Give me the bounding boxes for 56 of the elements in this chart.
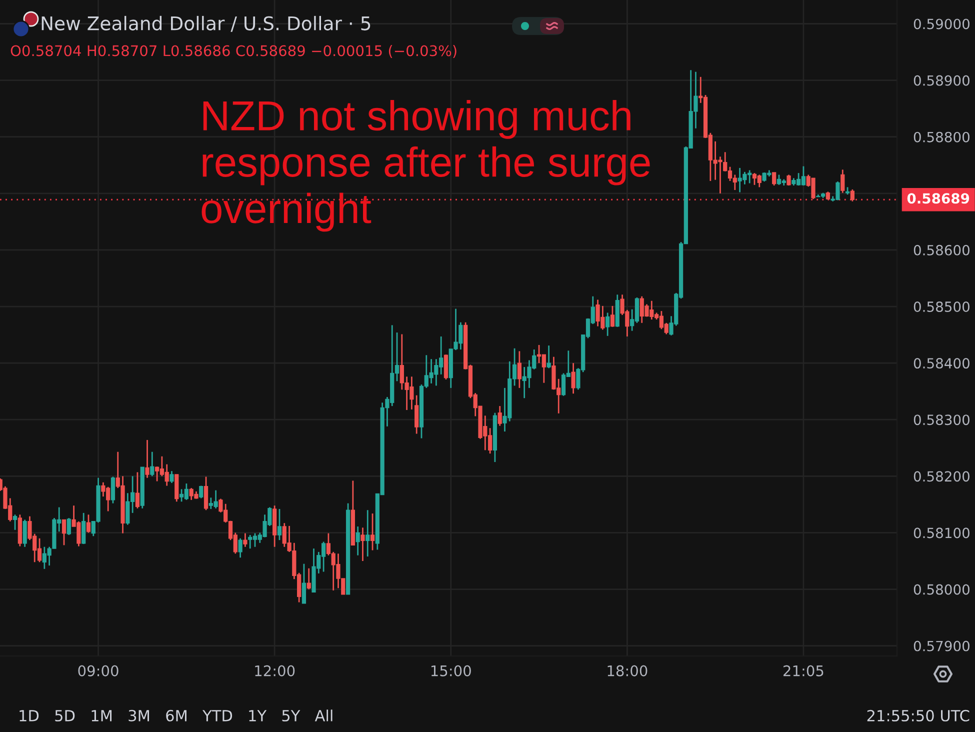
text: 21:55:50 UTC	[867, 710, 970, 722]
text: New Zealand Dollar / U.S. Dollar · 5	[42, 16, 370, 32]
candlestick	[86, 514, 91, 534]
y-tick-label: 0.58900	[914, 75, 970, 86]
candlestick	[238, 538, 242, 558]
candlestick	[199, 485, 204, 499]
candlestick	[571, 362, 576, 394]
annotation: O0.58704 H0.58707 L0.58686 C0.58689 −0.00015 (−0.03%)	[10, 44, 456, 58]
candlestick	[22, 519, 27, 548]
y-tick-label: 0.58600	[914, 244, 970, 256]
candlestick	[370, 512, 375, 551]
text: 1D 5D 1M 3M 6M YTD 1Y 5Y All	[20, 710, 332, 722]
y-tick-label: 0.58200	[914, 471, 970, 482]
x-tick-label: 12:00	[255, 665, 295, 676]
y-tick-label: 0.58100	[914, 528, 970, 538]
candlestick	[243, 532, 248, 548]
ref-line-label: 0.58689	[907, 193, 970, 204]
y-tick-label: 0.58400	[914, 358, 970, 369]
candlestick	[145, 439, 150, 479]
candlestick	[170, 470, 174, 484]
candlestick	[610, 305, 615, 328]
candlestick	[204, 476, 208, 511]
candlestick	[546, 344, 551, 369]
annotation: NZD not showing much response after the surge overnight	[202, 100, 650, 232]
x-tick-label: 18:00	[608, 665, 648, 676]
candlestick	[302, 563, 306, 604]
candlestick	[306, 568, 311, 590]
candlestick	[772, 172, 776, 186]
candlestick	[444, 354, 448, 380]
candlestick	[135, 472, 140, 510]
candlestick	[66, 517, 71, 536]
y-tick-label: 0.58500	[914, 301, 970, 312]
x-tick-label: 09:00	[78, 665, 118, 676]
candlestick	[360, 526, 365, 562]
candlestick	[414, 394, 419, 434]
candlestick	[498, 405, 502, 427]
candlestick	[12, 514, 18, 531]
candlestick	[786, 174, 791, 186]
candlestick	[606, 312, 610, 337]
y-tick-label: 0.59000	[914, 18, 970, 30]
x-tick-label: 15:00	[431, 665, 471, 676]
candlestick	[277, 508, 282, 541]
candlestick	[850, 188, 854, 202]
y-tick-label: 0.58000	[914, 584, 970, 595]
candlestick	[366, 509, 370, 558]
candlestick	[62, 519, 66, 546]
y-tick-label: 0.57900	[914, 640, 970, 652]
candlestick	[840, 168, 845, 194]
candlestick	[110, 476, 116, 504]
candlestick	[517, 350, 522, 389]
candlestick	[356, 526, 360, 556]
x-tick-label: 21:05	[784, 665, 824, 676]
candlestick	[82, 512, 86, 545]
candlestick	[150, 451, 154, 477]
y-tick-label: 0.58300	[914, 414, 970, 426]
y-tick-label: 0.58800	[914, 132, 970, 142]
